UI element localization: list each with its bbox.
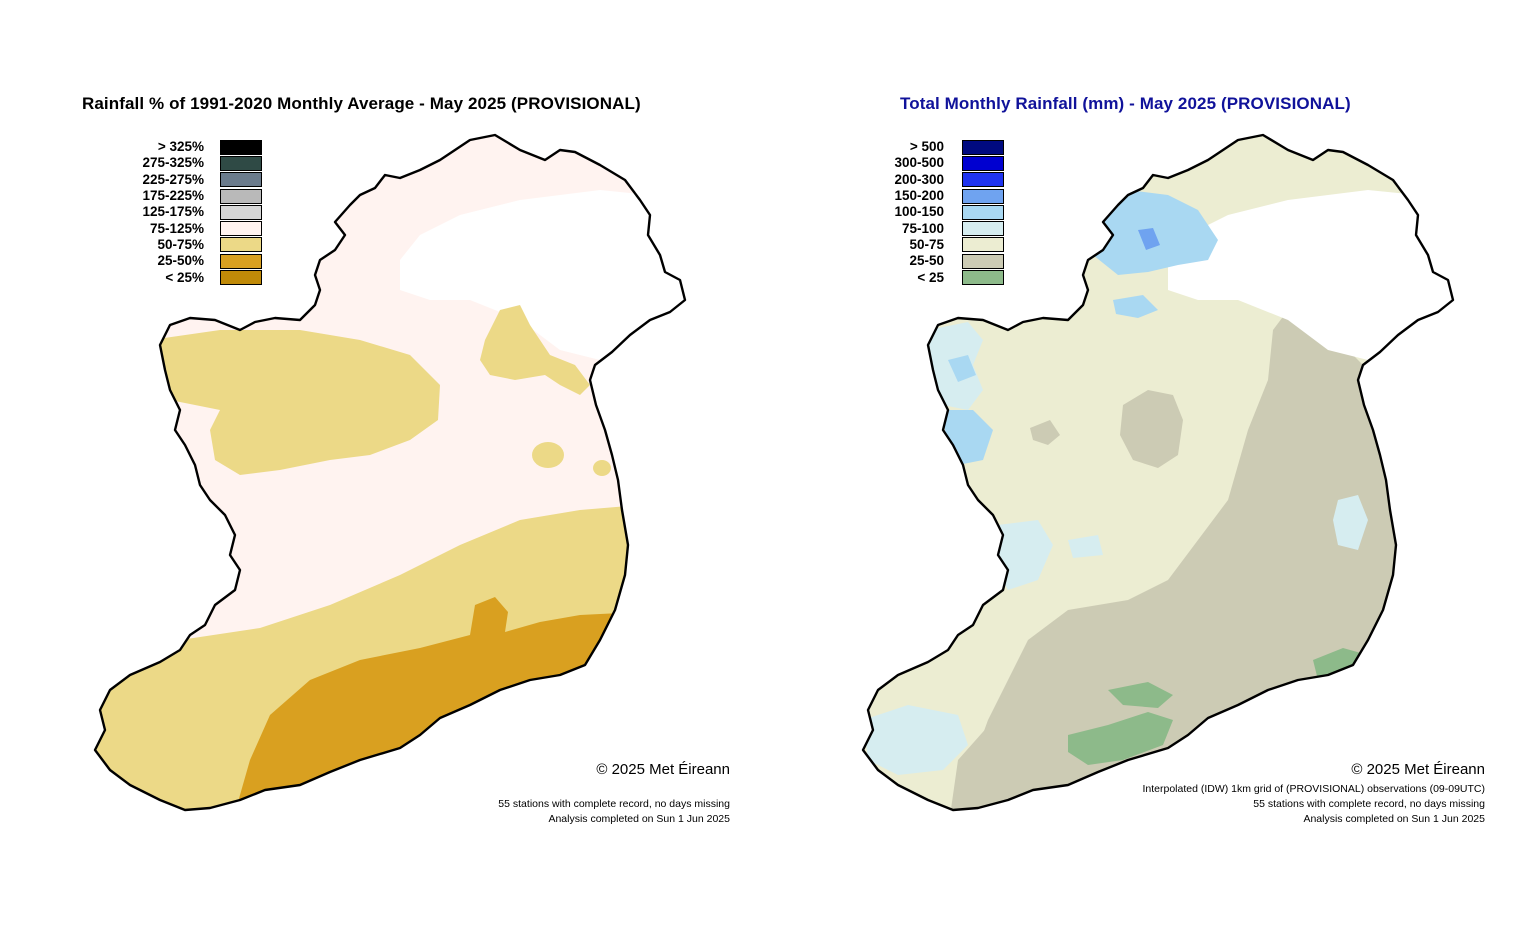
zone-50-75-spot (532, 442, 564, 468)
zone-50-75-west (150, 330, 440, 475)
map-title: Rainfall % of 1991-2020 Monthly Average … (82, 94, 641, 113)
legend-item: 25-50% (128, 253, 262, 269)
legend-label: 150-200 (894, 188, 944, 204)
legend-swatch (220, 204, 262, 220)
legend-swatch (220, 172, 262, 188)
legend-swatch (962, 155, 1004, 171)
legend-item: > 325% (128, 139, 262, 155)
footnote-stations: 55 stations with complete record, no day… (498, 798, 730, 810)
legend-swatch (962, 172, 1004, 188)
legend-label: 300-500 (894, 155, 944, 171)
legend-swatch (962, 204, 1004, 220)
zone-50-75-spot2 (593, 460, 611, 476)
map-title: Total Monthly Rainfall (mm) - May 2025 (… (900, 94, 1351, 113)
legend-swatch (962, 253, 1004, 269)
legend-item: 200-300 (884, 172, 1004, 188)
footnote-method: Interpolated (IDW) 1km grid of (PROVISIO… (1142, 783, 1485, 795)
legend-item: 75-125% (128, 220, 262, 237)
footnotes: 55 stations with complete record, no day… (498, 797, 730, 827)
legend-swatch (220, 253, 262, 269)
legend-item: 75-100 (884, 220, 1004, 237)
legend: > 500 300-500 200-300 150-200 100-150 75… (884, 139, 1004, 286)
total-rainfall-map-panel: Total Monthly Rainfall (mm) - May 2025 (… (768, 0, 1536, 935)
legend-swatch (962, 270, 1004, 286)
legend-item: 300-500 (884, 155, 1004, 171)
legend-swatch (220, 139, 262, 155)
legend-item: 125-175% (128, 204, 262, 220)
legend-item: 175-225% (128, 188, 262, 204)
footnote-stations: 55 stations with complete record, no day… (1253, 798, 1485, 811)
footnote-analysis-date: Analysis completed on Sun 1 Jun 2025 (1303, 813, 1485, 826)
legend-swatch (962, 188, 1004, 204)
legend-item: 275-325% (128, 155, 262, 171)
legend-label: 225-275% (142, 171, 204, 187)
legend-label: 75-100 (901, 220, 944, 236)
copyright: © 2025 Met Éireann (1351, 761, 1485, 778)
legend-label: 275-325% (142, 155, 204, 171)
legend-item: 50-75 (884, 237, 1004, 253)
zone-25-50-spot (1030, 420, 1060, 445)
legend-label: < 25% (165, 269, 204, 285)
zone-lt25-cork (1108, 682, 1173, 708)
legend-label: 100-150 (894, 204, 944, 220)
legend-swatch (962, 139, 1004, 155)
legend-swatch (962, 221, 1004, 237)
rainfall-percent-map-panel: Rainfall % of 1991-2020 Monthly Average … (82, 94, 730, 827)
copyright: © 2025 Met Éireann (596, 761, 730, 778)
zone-50-75-northeast (480, 305, 590, 395)
legend-swatch (220, 221, 262, 237)
legend-label: 125-175% (142, 204, 204, 220)
zone-lt25-south-coast (1068, 712, 1173, 765)
no-data-region (400, 190, 685, 360)
legend-item: 25-50 (884, 253, 1004, 269)
no-data-region (1168, 190, 1453, 360)
legend-label: 25-50 (909, 253, 944, 269)
legend-label: 50-75 (909, 236, 944, 252)
legend-label: < 25 (917, 269, 944, 285)
legend-swatch (220, 155, 262, 171)
legend-label: 50-75% (157, 236, 204, 252)
zone-25-50-midlands (1120, 390, 1183, 468)
zone-100-150-sligo (1113, 295, 1158, 318)
footnotes: Interpolated (IDW) 1km grid of (PROVISIO… (1142, 782, 1485, 828)
legend-item: 100-150 (884, 204, 1004, 220)
legend-swatch (220, 188, 262, 204)
legend-swatch (220, 270, 262, 286)
ireland-total-rainfall-map (861, 133, 1455, 812)
legend-item: > 500 (884, 139, 1004, 155)
zone-75-100-kerry (863, 705, 968, 775)
legend-label: 175-225% (142, 188, 204, 204)
legend: > 325% 275-325% 225-275% 175-225% 125-17… (128, 139, 262, 286)
zone-100-150-mayo (948, 355, 976, 382)
zone-75-100-wicklow (1333, 495, 1368, 550)
legend-swatch (962, 237, 1004, 253)
legend-label: > 500 (909, 139, 944, 155)
ireland-rainfall-percent-map (93, 133, 687, 812)
footnote-analysis-date: Analysis completed on Sun 1 Jun 2025 (548, 813, 730, 826)
legend-item: 225-275% (128, 172, 262, 188)
legend-label: 25-50% (157, 253, 204, 269)
legend-label: > 325% (157, 139, 204, 155)
zone-75-100-spot (1068, 535, 1103, 558)
zone-150-200-donegal (1138, 228, 1160, 250)
legend-item: < 25% (128, 269, 262, 286)
legend-item: < 25 (884, 269, 1004, 286)
legend-item: 150-200 (884, 188, 1004, 204)
legend-label: 75-125% (149, 220, 204, 236)
legend-item: 50-75% (128, 237, 262, 253)
legend-swatch (220, 237, 262, 253)
legend-label: 200-300 (894, 171, 944, 187)
